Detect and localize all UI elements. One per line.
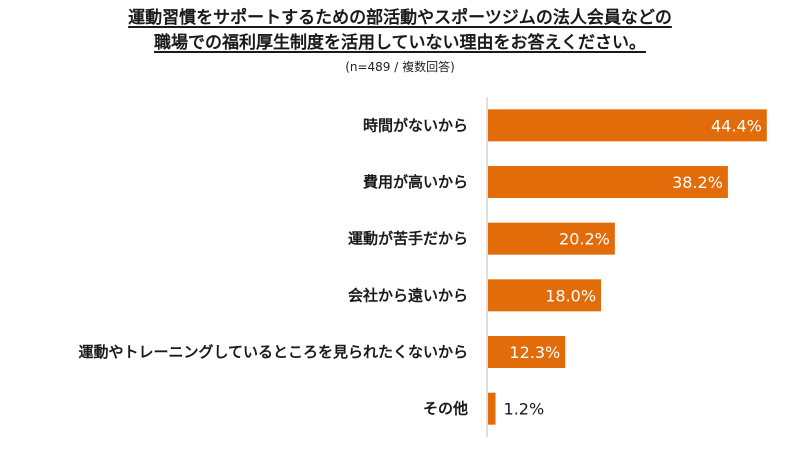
bar [488,222,615,255]
category-label: 費用が高いから [363,173,468,191]
category-label: 時間がないから [363,116,468,134]
bar [488,392,496,425]
chart-subtitle: (n=489 / 複数回答) [345,60,455,74]
bar [488,166,728,198]
bar [488,109,767,142]
chart-title-block: 運動習慣をサポートするための部活動やスポーツジムの法人会員などの 職場での福利厚… [0,6,800,75]
category-label: 運動やトレーニングしているところを見られたくないから [78,343,468,361]
category-label: 会社から遠いから [348,286,468,304]
value-label: 44.4% [711,116,762,135]
value-label: 38.2% [672,173,723,192]
bar [488,279,602,312]
category-label: その他 [423,400,468,418]
chart-title-line-2: 職場での福利厚生制度を活用していない理由をお答えください。 [154,33,646,53]
bar [488,336,566,368]
chart-title-line-1: 運動習慣をサポートするための部活動やスポーツジムの法人会員などの [128,8,672,28]
value-label: 1.2% [504,400,545,419]
value-label: 12.3% [509,343,560,362]
value-label: 18.0% [545,286,596,305]
value-label: 20.2% [559,230,610,249]
category-label: 運動が苦手だから [348,230,468,248]
